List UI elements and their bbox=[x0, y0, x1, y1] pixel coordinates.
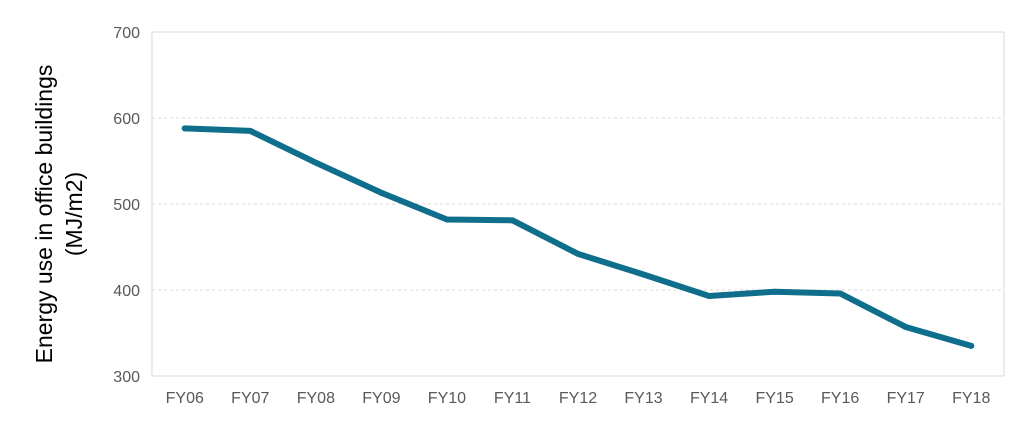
series-line bbox=[181, 125, 975, 349]
y-axis-ticks: 300 400 500 600 700 bbox=[113, 25, 140, 386]
data-point bbox=[706, 293, 713, 300]
x-tick-label: FY18 bbox=[952, 390, 990, 407]
x-tick-label: FY11 bbox=[494, 390, 531, 407]
y-tick-label: 400 bbox=[113, 283, 140, 300]
x-tick-label: FY16 bbox=[821, 390, 859, 407]
y-tick-label: 300 bbox=[113, 369, 140, 386]
y-tick-label: 600 bbox=[113, 111, 140, 128]
data-point bbox=[575, 250, 581, 257]
y-axis-label: Energy use in office buildings (MJ/m2) bbox=[31, 65, 87, 364]
x-axis-ticks: FY06 FY07 FY08 FY09 FY10 FY11 FY12 FY13 FY14 FY15… bbox=[166, 390, 991, 407]
x-tick-label: FY09 bbox=[362, 390, 400, 407]
data-point bbox=[509, 217, 516, 224]
x-tick-label: FY15 bbox=[755, 390, 793, 407]
data-point bbox=[378, 189, 385, 196]
data-point bbox=[247, 127, 254, 134]
x-tick-label: FY12 bbox=[559, 390, 597, 407]
data-point bbox=[181, 125, 188, 132]
data-point bbox=[443, 216, 450, 223]
x-tick-label: FY08 bbox=[297, 390, 335, 407]
y-tick-label: 700 bbox=[113, 25, 140, 42]
data-point bbox=[968, 342, 975, 349]
gridlines bbox=[152, 117, 1004, 291]
x-tick-label: FY10 bbox=[428, 390, 466, 407]
y-tick-label: 500 bbox=[113, 197, 140, 214]
data-point bbox=[902, 323, 909, 330]
data-point bbox=[312, 159, 319, 166]
x-tick-label: FY06 bbox=[166, 390, 204, 407]
y-axis-label-line-1: Energy use in office buildings bbox=[31, 65, 57, 364]
series-layer bbox=[181, 125, 975, 349]
x-tick-label: FY07 bbox=[231, 390, 269, 407]
x-tick-label: FY13 bbox=[624, 390, 662, 407]
y-axis-label-line-2: (MJ/m2) bbox=[61, 172, 87, 256]
data-point bbox=[837, 290, 844, 297]
data-point bbox=[771, 288, 778, 295]
x-tick-label: FY17 bbox=[887, 390, 925, 407]
data-point bbox=[640, 271, 647, 278]
x-tick-label: FY14 bbox=[690, 390, 728, 407]
